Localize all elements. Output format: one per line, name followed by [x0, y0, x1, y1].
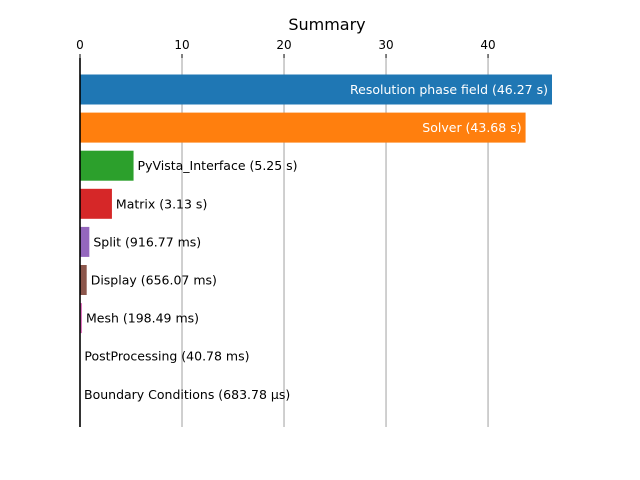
- bar-label-split: Split (916.77 ms): [93, 234, 201, 249]
- bar-label-mesh: Mesh (198.49 ms): [86, 311, 199, 326]
- bar-label-matrix: Matrix (3.13 s): [116, 196, 207, 211]
- bars: [80, 74, 552, 410]
- x-tick-label-10: 10: [174, 38, 189, 52]
- bar-display: [80, 265, 87, 295]
- x-axis-ticks: 0 10 20 30 40: [76, 38, 496, 58]
- bar-mesh: [80, 303, 83, 334]
- bar-solver: [80, 112, 526, 143]
- bar-matrix: [80, 188, 112, 219]
- bar-label-postprocessing: PostProcessing (40.78 ms): [84, 349, 249, 364]
- x-tick-label-40: 40: [480, 38, 495, 52]
- bar-pyvista-interface: [80, 150, 134, 181]
- x-tick-label-20: 20: [276, 38, 291, 52]
- bar-label-solver: Solver (43.68 s): [422, 120, 521, 135]
- x-tick-label-0: 0: [76, 38, 84, 52]
- x-tick-label-30: 30: [378, 38, 393, 52]
- bar-resolution-phase-field: [80, 74, 552, 105]
- bar-label-boundary-conditions: Boundary Conditions (683.78 µs): [84, 387, 290, 402]
- bar-labels: Resolution phase field (46.27 s) Solver (…: [84, 82, 548, 402]
- bar-split: [80, 226, 90, 257]
- bar-label-resolution-phase-field: Resolution phase field (46.27 s): [350, 82, 548, 97]
- chart-title: Summary: [288, 15, 365, 34]
- bar-label-display: Display (656.07 ms): [91, 273, 217, 288]
- bar-label-pyvista-interface: PyVista_Interface (5.25 s): [138, 158, 298, 173]
